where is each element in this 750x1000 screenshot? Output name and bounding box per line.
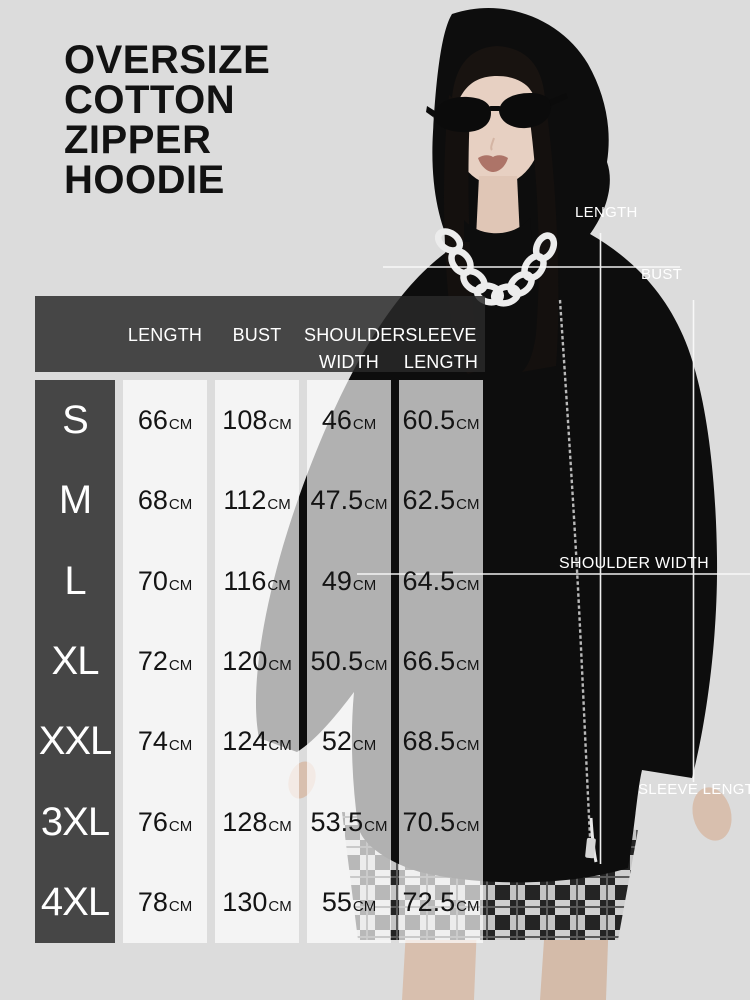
sleeve-cell: 66.5CM bbox=[402, 645, 480, 676]
length-cell: 70CM bbox=[137, 565, 193, 596]
shoulder-cell: 46CM bbox=[321, 404, 377, 435]
length-column-bg bbox=[123, 380, 207, 943]
length-cell: 76CM bbox=[137, 806, 193, 837]
sleeve-column-bg bbox=[399, 380, 483, 943]
bust-cell: 130CM bbox=[222, 887, 292, 918]
sleeve-cell: 68.5CM bbox=[402, 726, 480, 757]
shoulder-cell: 47.5CM bbox=[310, 485, 388, 516]
shoulder-cell: 52CM bbox=[321, 726, 377, 757]
size-cell: L bbox=[64, 558, 86, 603]
sleeve-cell: 62.5CM bbox=[402, 485, 480, 516]
title-line: HOODIE bbox=[64, 158, 225, 202]
header-sleeve-length: SLEEVE LENGTH bbox=[403, 325, 479, 372]
bust-column: 108CM 112CM 116CM 120CM 124CM 128CM 130C… bbox=[215, 380, 299, 943]
length-cell: 78CM bbox=[137, 887, 193, 918]
bust-cell: 108CM bbox=[222, 404, 292, 435]
size-cell: 4XL bbox=[40, 880, 110, 925]
header-bust: BUST bbox=[232, 325, 282, 345]
table-header-bar: LENGTH BUST SHOULDER WIDTH SLEEVE LENGTH bbox=[35, 296, 485, 372]
sleeve-length-annotation-label: SLEEVE LENGTH bbox=[638, 781, 750, 798]
bust-cell: 124CM bbox=[222, 726, 292, 757]
sleeve-cell: 72.5CM bbox=[402, 887, 480, 918]
sleeve-length-column: 60.5CM 62.5CM 64.5CM 66.5CM 68.5CM 70.5C… bbox=[399, 380, 483, 943]
length-column: 66CM 68CM 70CM 72CM 74CM 76CM 78CM bbox=[123, 380, 207, 943]
length-cell: 74CM bbox=[137, 726, 193, 757]
shoulder-width-column: 46CM 47.5CM 49CM 50.5CM 52CM 53.5CM 55CM bbox=[307, 380, 391, 943]
header-length: LENGTH bbox=[127, 325, 203, 345]
shoulder-column-bg bbox=[307, 380, 391, 943]
sleeve-cell: 64.5CM bbox=[402, 565, 480, 596]
title-line: ZIPPER bbox=[64, 118, 212, 162]
sunglasses bbox=[426, 93, 568, 133]
bust-cell: 116CM bbox=[223, 565, 291, 596]
size-column-bg bbox=[35, 380, 115, 943]
shoulder-width-annotation-label: SHOULDER WIDTH bbox=[559, 555, 709, 572]
shoulder-cell: 49CM bbox=[321, 565, 377, 596]
sleeve-cell: 60.5CM bbox=[402, 404, 480, 435]
model-neck bbox=[464, 176, 532, 242]
bangs bbox=[451, 46, 546, 122]
size-cell: XL bbox=[51, 638, 100, 683]
bust-cell: 128CM bbox=[222, 806, 292, 837]
length-annotation-label: LENGTH bbox=[575, 204, 638, 221]
bust-annotation-label: BUST bbox=[641, 266, 683, 283]
title-line: OVERSIZE bbox=[64, 38, 271, 82]
bust-cell: 120CM bbox=[222, 645, 292, 676]
product-title: OVERSIZE COTTON ZIPPER HOODIE bbox=[64, 40, 270, 200]
size-column: S M L XL XXL 3XL 4XL bbox=[35, 380, 115, 943]
chain-necklace bbox=[434, 228, 558, 307]
shoulder-cell: 50.5CM bbox=[310, 645, 388, 676]
size-cell: 3XL bbox=[40, 799, 110, 844]
size-cell: S bbox=[62, 397, 89, 442]
title-line: COTTON bbox=[64, 78, 236, 122]
zipper bbox=[558, 299, 598, 863]
header-shoulder-width: SHOULDER WIDTH bbox=[304, 325, 406, 372]
size-cell: M bbox=[58, 478, 92, 523]
shoulder-cell: 53.5CM bbox=[310, 806, 388, 837]
length-cell: 72CM bbox=[137, 645, 193, 676]
size-cell: XXL bbox=[38, 719, 113, 764]
length-cell: 68CM bbox=[137, 485, 193, 516]
sleeve-cell: 70.5CM bbox=[402, 806, 480, 837]
bust-column-bg bbox=[215, 380, 299, 943]
bust-cell: 112CM bbox=[223, 485, 291, 516]
shoulder-cell: 55CM bbox=[321, 887, 377, 918]
length-cell: 66CM bbox=[137, 404, 193, 435]
